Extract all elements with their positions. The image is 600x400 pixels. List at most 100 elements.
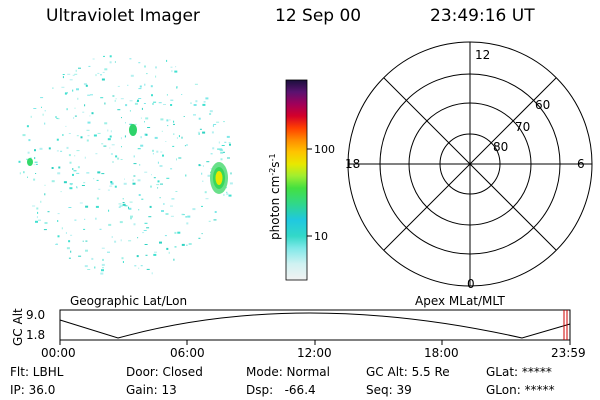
- noise-speckle: [157, 161, 159, 164]
- noise-speckle: [157, 180, 160, 183]
- noise-speckle: [166, 177, 170, 179]
- noise-speckle: [119, 221, 123, 224]
- noise-speckle: [148, 216, 152, 218]
- noise-speckle: [144, 244, 148, 245]
- noise-speckle: [186, 222, 189, 225]
- noise-speckle: [201, 233, 203, 235]
- noise-speckle: [97, 132, 101, 134]
- noise-speckle: [39, 147, 43, 150]
- noise-speckle: [112, 95, 115, 97]
- noise-speckle: [34, 157, 36, 160]
- noise-speckle: [176, 86, 178, 89]
- noise-speckle: [40, 200, 42, 203]
- noise-speckle: [82, 111, 85, 113]
- noise-speckle: [101, 263, 105, 266]
- noise-speckle: [94, 266, 96, 269]
- y-tick-9: 9.0: [26, 308, 45, 322]
- noise-speckle: [97, 72, 100, 74]
- noise-speckle: [129, 100, 133, 102]
- noise-speckle: [110, 130, 112, 133]
- noise-speckle: [68, 133, 71, 134]
- noise-speckle: [132, 182, 136, 185]
- noise-speckle: [140, 117, 142, 119]
- noise-speckle: [73, 117, 75, 119]
- noise-speckle: [198, 164, 201, 167]
- noise-speckle: [202, 103, 206, 106]
- noise-speckle: [202, 165, 204, 167]
- noise-speckle: [19, 172, 21, 175]
- noise-speckle: [141, 107, 143, 110]
- noise-speckle: [165, 213, 169, 215]
- status-gain: Gain: 13: [126, 383, 177, 397]
- noise-speckle: [168, 251, 170, 254]
- noise-speckle: [223, 121, 225, 123]
- noise-speckle: [26, 158, 30, 160]
- noise-speckle: [43, 229, 47, 231]
- noise-speckle: [198, 132, 200, 135]
- noise-speckle: [144, 83, 146, 86]
- noise-speckle: [44, 184, 46, 186]
- noise-speckle: [150, 185, 152, 188]
- noise-speckle: [109, 55, 112, 58]
- noise-speckle: [87, 269, 91, 270]
- noise-speckle: [107, 138, 111, 141]
- noise-speckle: [84, 104, 86, 107]
- noise-speckle: [145, 133, 148, 136]
- noise-speckle: [111, 144, 115, 146]
- noise-speckle: [109, 147, 111, 149]
- altitude-curve: [59, 312, 571, 339]
- noise-speckle: [74, 155, 76, 157]
- mlt-label-6: 6: [577, 157, 585, 171]
- noise-speckle: [33, 164, 35, 166]
- noise-speckle: [57, 220, 59, 222]
- noise-speckle: [77, 166, 80, 169]
- noise-speckle: [108, 223, 112, 226]
- date-label: 12 Sep 00: [275, 6, 362, 26]
- noise-speckle: [207, 174, 211, 177]
- noise-speckle: [42, 113, 44, 116]
- noise-speckle: [171, 70, 173, 73]
- noise-speckle: [86, 172, 90, 174]
- noise-speckle: [137, 237, 139, 239]
- noise-speckle: [166, 247, 169, 250]
- noise-speckle: [76, 135, 79, 137]
- noise-speckle: [186, 144, 188, 146]
- noise-speckle: [70, 234, 73, 236]
- noise-speckle: [129, 123, 133, 125]
- noise-speckle: [205, 97, 209, 100]
- noise-speckle: [181, 94, 183, 95]
- noise-speckle: [125, 104, 128, 107]
- noise-speckle: [72, 74, 75, 76]
- mlt-label-12: 12: [475, 48, 490, 62]
- noise-speckle: [133, 163, 137, 165]
- noise-speckle: [76, 172, 80, 174]
- noise-speckle: [145, 117, 149, 120]
- noise-speckle: [176, 137, 178, 139]
- noise-speckle: [171, 198, 175, 200]
- noise-speckle: [87, 121, 91, 124]
- noise-speckle: [181, 136, 183, 139]
- noise-speckle: [100, 272, 104, 275]
- noise-speckle: [62, 74, 65, 75]
- noise-speckle: [220, 158, 223, 161]
- noise-speckle: [173, 123, 175, 125]
- noise-speckle: [166, 119, 169, 122]
- noise-speckle: [98, 188, 101, 190]
- noise-speckle: [103, 145, 107, 147]
- noise-speckle: [78, 67, 81, 69]
- noise-speckle: [100, 97, 104, 99]
- noise-speckle: [230, 172, 232, 175]
- noise-speckle: [72, 89, 74, 92]
- noise-speckle: [109, 185, 113, 187]
- noise-speckle: [100, 74, 102, 76]
- noise-speckle: [96, 197, 99, 200]
- noise-speckle: [104, 122, 108, 125]
- noise-speckle: [57, 235, 60, 238]
- noise-speckle: [85, 249, 88, 252]
- noise-speckle: [114, 99, 116, 102]
- noise-speckle: [66, 146, 69, 149]
- noise-speckle: [195, 100, 198, 103]
- noise-speckle: [118, 206, 121, 208]
- noise-speckle: [229, 143, 231, 146]
- noise-speckle: [197, 131, 200, 133]
